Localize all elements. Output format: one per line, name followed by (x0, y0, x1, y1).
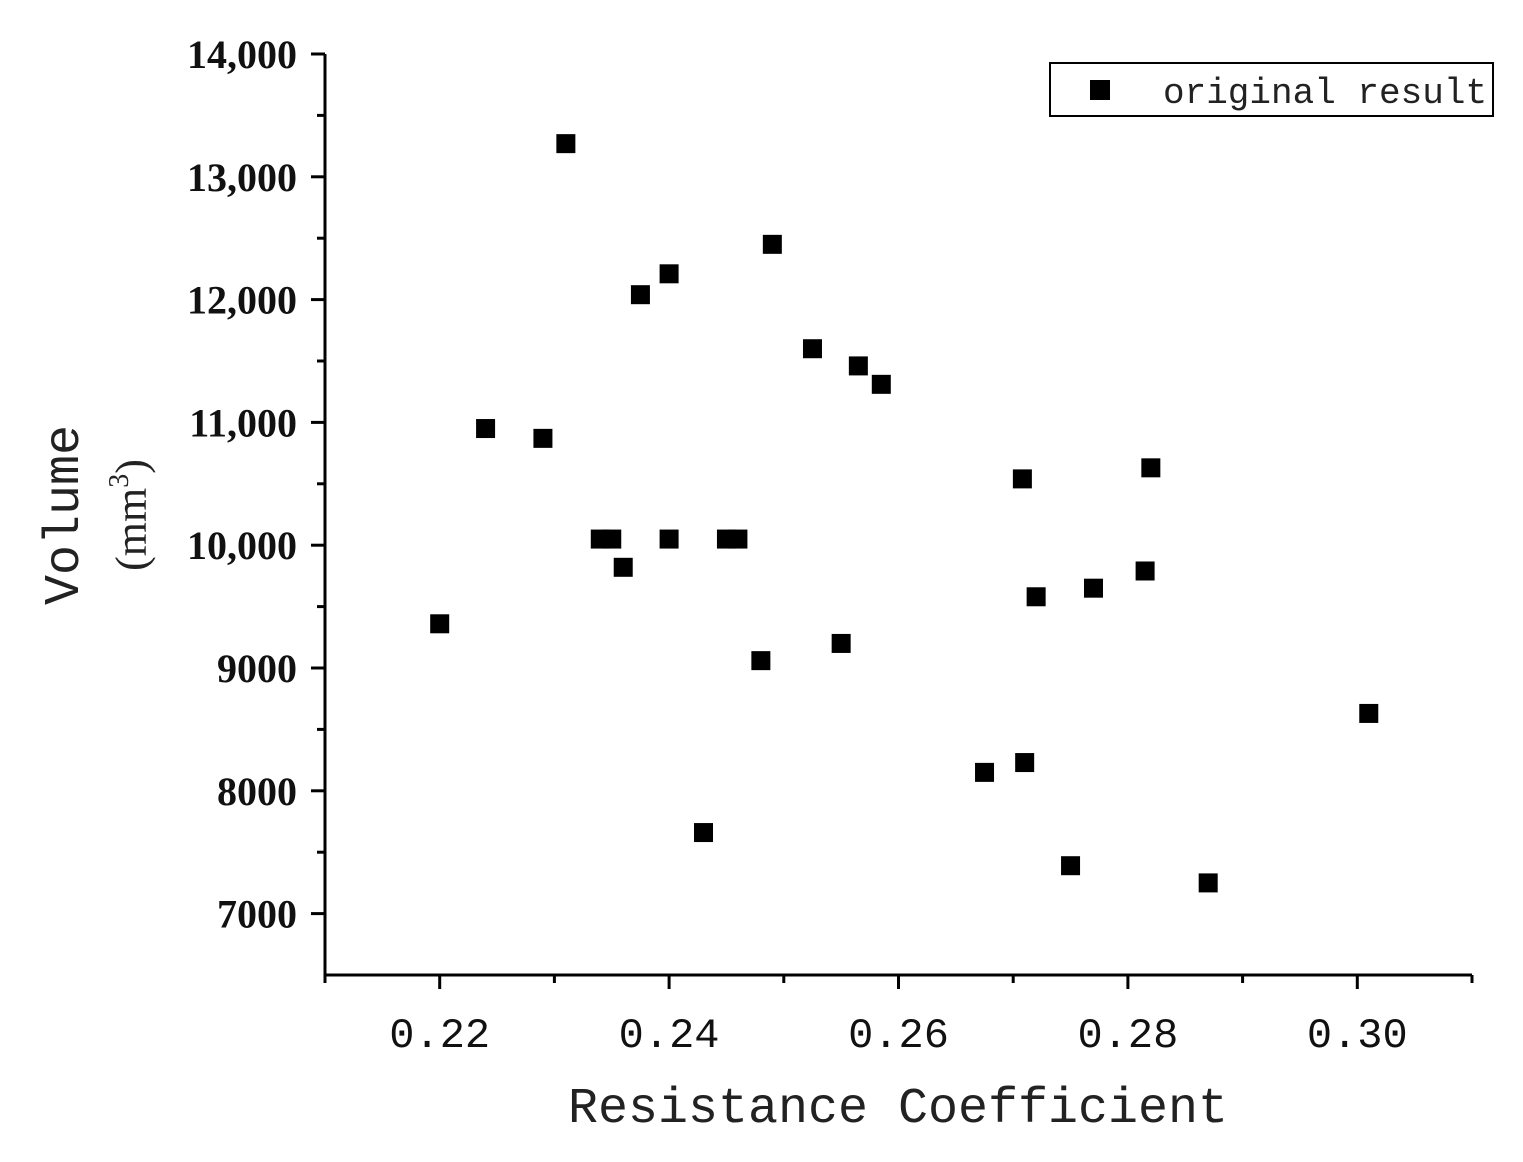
y-tick-label: 13,000 (187, 155, 297, 200)
data-point (871, 374, 891, 394)
x-tick-label: 0.26 (848, 1012, 949, 1060)
data-point (1015, 753, 1035, 773)
x-axis-label: Resistance Coefficient (568, 1081, 1228, 1138)
data-point (1135, 561, 1155, 581)
data-point (476, 419, 496, 439)
data-point (630, 285, 650, 305)
x-tick-label: 0.28 (1077, 1012, 1178, 1060)
data-point (613, 557, 633, 577)
y-tick-label: 7000 (217, 892, 297, 937)
y-tick-label: 8000 (217, 769, 297, 814)
x-ticks: 0.22 0.24 0.26 0.28 0.30 (323, 975, 1474, 1060)
data-point (802, 339, 822, 359)
y-axis-label-line2: (mm3) (104, 459, 156, 571)
data-point (1141, 458, 1161, 478)
data-point (1083, 578, 1103, 598)
axes: 7000 8000 9000 10,000 11,000 12,000 13,000 14,0… (187, 32, 1474, 1060)
data-point (831, 633, 851, 653)
data-point (659, 264, 679, 284)
x-tick-label: 0.30 (1307, 1012, 1408, 1060)
data-point (694, 823, 714, 843)
y-axis-label: Volume (mm3) (37, 425, 156, 605)
data-point (602, 529, 622, 549)
legend: original result (1049, 62, 1494, 117)
data-point (975, 762, 995, 782)
legend-label: original result (1163, 73, 1487, 114)
x-tick-label: 0.22 (389, 1012, 490, 1060)
data-point (659, 529, 679, 549)
y-tick-label: 14,000 (187, 32, 297, 77)
legend-marker (1090, 80, 1110, 100)
data-point (1359, 703, 1379, 723)
data-point (848, 356, 868, 376)
data-point (556, 134, 576, 154)
y-tick-label: 10,000 (187, 523, 297, 568)
data-point (1198, 873, 1218, 893)
data-point (533, 428, 553, 448)
data-point (430, 614, 450, 634)
x-tick-label: 0.24 (619, 1012, 720, 1060)
y-tick-label: 11,000 (189, 400, 297, 445)
y-tick-label: 9000 (217, 646, 297, 691)
data-point (751, 651, 771, 671)
data-point (1026, 587, 1046, 607)
data-point (762, 234, 782, 254)
y-axis-label-unit: (mm (107, 488, 156, 571)
y-axis-label-superscript: 3 (104, 474, 135, 488)
data-point (1061, 856, 1081, 876)
y-ticks: 7000 8000 9000 10,000 11,000 12,000 13,000 14,0… (187, 32, 325, 937)
y-axis-label-close: ) (107, 459, 156, 474)
y-tick-label: 12,000 (187, 278, 297, 323)
legend-box (1049, 62, 1494, 117)
y-axis-label-line1: Volume (37, 425, 94, 605)
data-point (728, 529, 748, 549)
data-point (1012, 469, 1032, 489)
data-points (430, 134, 1379, 893)
